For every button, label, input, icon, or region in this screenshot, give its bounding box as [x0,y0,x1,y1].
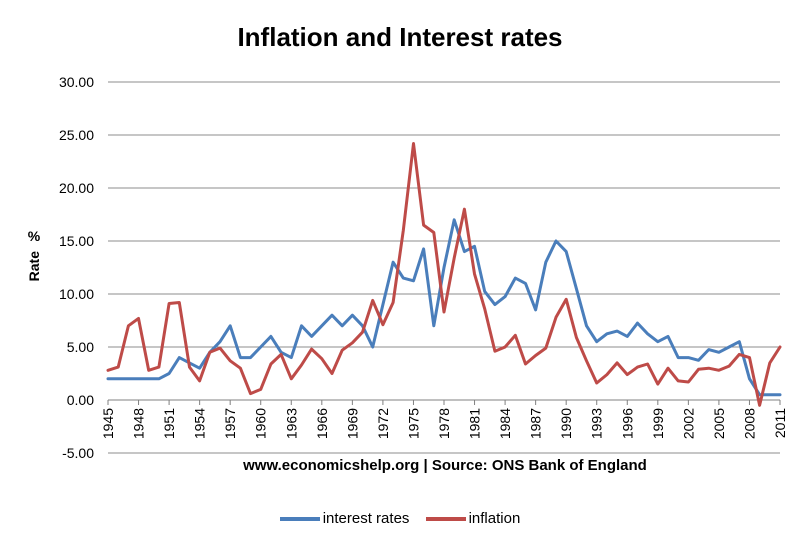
legend: interest rates inflation [0,510,800,527]
series-lines [106,142,782,407]
x-tick-label: 2011 [772,408,788,438]
x-tick-label: 1963 [283,408,299,439]
y-axis-label-part: % [27,228,41,244]
x-tick-label: 1999 [650,408,666,439]
x-tick-label: 1954 [192,408,208,439]
x-tick-label: 1960 [253,408,269,439]
y-tick-label: 15.00 [59,233,94,249]
legend-swatch-interest-rates [279,517,320,522]
x-tick-label: 1978 [436,408,452,439]
x-tick-label: 1948 [131,408,147,439]
x-tick-label: 1945 [100,408,116,439]
y-tick-label: 0.00 [67,392,94,408]
y-tick-label: 5.00 [67,339,94,355]
x-tick-label: 1996 [619,408,635,439]
y-axis-label: % Rate [24,228,44,285]
x-tick-label: 1951 [161,408,177,439]
x-tick-label: 1981 [467,408,483,439]
legend-label-inflation: inflation [468,510,521,527]
legend-swatch-inflation [425,517,466,522]
x-tick-label: 1975 [405,408,421,439]
x-tick-label: 2002 [680,408,696,439]
legend-item-interest-rates: interest rates [279,510,410,527]
x-tick-label: 1957 [222,408,238,439]
y-axis-label-part: Rate [25,251,42,282]
chart-title: Inflation and Interest rates [237,22,563,52]
x-tick-label: 1972 [375,408,391,439]
x-tick-label: 2005 [711,408,727,439]
y-axis-ticks: -5.00 0.00 5.00 10.00 15.00 20.00 25.00 30.00 [59,74,94,461]
legend-label-interest-rates: interest rates [322,510,410,527]
y-tick-label: 20.00 [59,180,94,196]
y-tick-label: 10.00 [59,286,94,302]
x-axis-label: www.economicshelp.org | Source: ONS Bank… [243,457,647,474]
x-tick-label: 1987 [528,408,544,439]
y-tick-label: 25.00 [59,127,94,143]
x-tick-label: 1984 [497,408,513,439]
x-tick-label: 2008 [741,408,757,439]
legend-item-inflation: inflation [425,510,521,527]
y-tick-label: -5.00 [62,445,94,461]
x-tick-label: 1966 [314,408,330,439]
x-tick-label: 1993 [589,408,605,439]
x-axis-ticks: 1945 1948 1951 1954 1957 1960 1963 1966 1969 1972… [100,400,788,439]
y-tick-label: 30.00 [59,74,94,90]
x-tick-label: 1969 [344,408,360,439]
series-line-inflation [106,142,782,407]
series-line-interest-rates [106,218,782,397]
x-tick-label: 1990 [558,408,574,439]
